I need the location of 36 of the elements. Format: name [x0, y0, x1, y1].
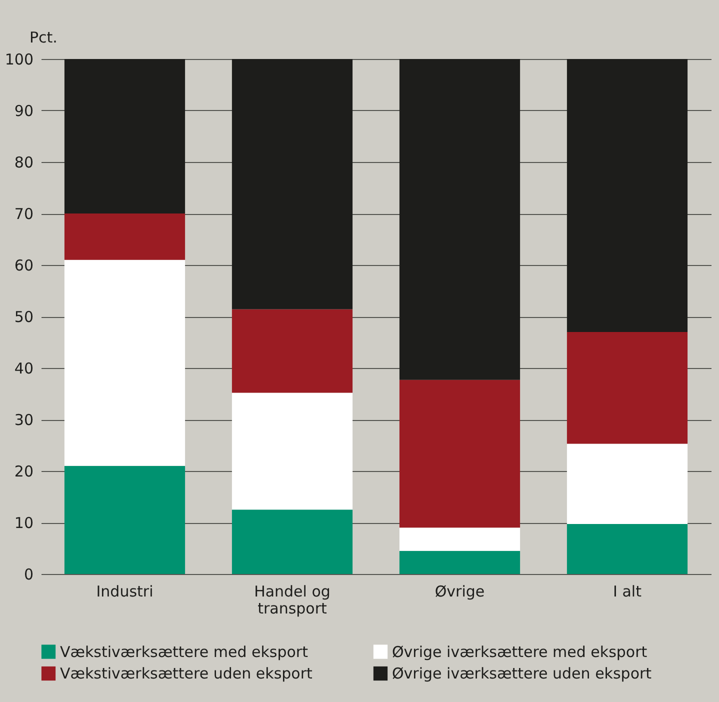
- y-tick-label: 0: [24, 566, 34, 584]
- y-tick-label: 10: [14, 514, 34, 532]
- y-tick-label: 70: [14, 205, 34, 223]
- y-tick-label: 50: [14, 308, 34, 326]
- bar: [64, 260, 186, 466]
- x-tick-label: Øvrige: [434, 582, 485, 600]
- y-tick-label: 40: [14, 360, 34, 378]
- legend-label: Øvrige iværksættere med eksport: [392, 642, 648, 661]
- bar: [399, 550, 520, 574]
- legend-label: Vækstiværksættere uden eksport: [60, 664, 312, 682]
- y-tick-label: 80: [14, 154, 34, 172]
- bar: [566, 59, 688, 332]
- bar: [399, 380, 520, 528]
- x-tick-label: Industri: [96, 582, 154, 600]
- bar: [566, 444, 688, 524]
- bar: [232, 59, 353, 310]
- bar: [399, 528, 520, 551]
- bar: [232, 510, 353, 574]
- legend-label: Øvrige iværksættere uden eksport: [392, 664, 652, 682]
- y-tick-label: 90: [14, 102, 34, 120]
- bar: [232, 309, 353, 393]
- legend-label: Vækstiværksættere med eksport: [60, 642, 308, 661]
- bar: [566, 524, 688, 574]
- y-tick-label: 60: [14, 256, 34, 274]
- y-tick-label: 100: [4, 50, 34, 68]
- bar: [64, 466, 186, 574]
- bar: [566, 332, 688, 444]
- bar: [64, 59, 186, 214]
- y-axis-title: Pct.: [30, 28, 58, 46]
- y-tick-label: 20: [14, 462, 34, 480]
- bar: [64, 214, 186, 260]
- x-tick-label: I alt: [613, 582, 642, 600]
- bar: [232, 392, 353, 510]
- x-tick-label: Handel og transport: [254, 582, 330, 618]
- y-tick-label: 30: [14, 411, 34, 429]
- bar: [399, 59, 520, 380]
